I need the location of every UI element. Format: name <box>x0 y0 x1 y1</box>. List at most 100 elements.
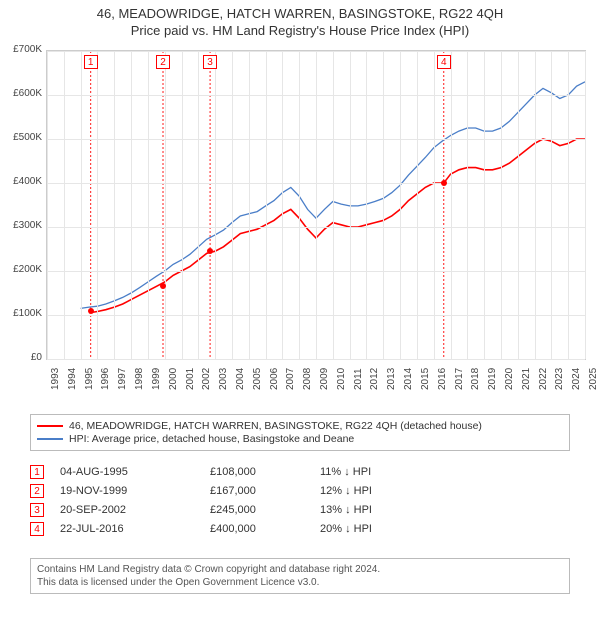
gridline-v <box>333 51 334 359</box>
event-row: 320-SEP-2002£245,00013% ↓ HPI <box>30 503 570 517</box>
event-diff: 13% ↓ HPI <box>320 504 480 516</box>
event-price: £245,000 <box>210 504 320 516</box>
gridline-h <box>47 359 585 360</box>
x-tick-label: 2014 <box>403 368 414 390</box>
marker-box: 4 <box>437 55 451 69</box>
gridline-v <box>299 51 300 359</box>
x-tick-label: 2017 <box>454 368 465 390</box>
footer-line-1: Contains HM Land Registry data © Crown c… <box>37 563 563 576</box>
event-row: 219-NOV-1999£167,00012% ↓ HPI <box>30 484 570 498</box>
y-tick-label: £400K <box>0 176 42 187</box>
y-tick-label: £500K <box>0 132 42 143</box>
gridline-v <box>383 51 384 359</box>
x-tick-label: 1997 <box>117 368 128 390</box>
titles-block: 46, MEADOWRIDGE, HATCH WARREN, BASINGSTO… <box>0 0 600 38</box>
gridline-v <box>114 51 115 359</box>
event-price: £400,000 <box>210 523 320 535</box>
x-tick-label: 2009 <box>319 368 330 390</box>
gridline-v <box>518 51 519 359</box>
event-num: 1 <box>30 465 44 479</box>
marker-box: 2 <box>156 55 170 69</box>
footer-box: Contains HM Land Registry data © Crown c… <box>30 558 570 594</box>
marker-box: 3 <box>203 55 217 69</box>
x-tick-label: 2001 <box>185 368 196 390</box>
footer-line-2: This data is licensed under the Open Gov… <box>37 576 563 589</box>
plot-area: 1 2 3 4 <box>46 50 586 360</box>
gridline-v <box>64 51 65 359</box>
x-tick-label: 2021 <box>521 368 532 390</box>
gridline-v <box>366 51 367 359</box>
x-tick-label: 1998 <box>134 368 145 390</box>
event-diff: 12% ↓ HPI <box>320 485 480 497</box>
gridline-v <box>400 51 401 359</box>
y-tick-label: £200K <box>0 264 42 275</box>
gridline-v <box>131 51 132 359</box>
gridline-v <box>198 51 199 359</box>
x-tick-label: 2016 <box>437 368 448 390</box>
y-tick-label: £100K <box>0 308 42 319</box>
y-tick-label: £700K <box>0 44 42 55</box>
x-tick-label: 1996 <box>100 368 111 390</box>
x-tick-label: 2002 <box>201 368 212 390</box>
event-diff: 20% ↓ HPI <box>320 523 480 535</box>
legend-box: 46, MEADOWRIDGE, HATCH WARREN, BASINGSTO… <box>30 414 570 451</box>
x-tick-label: 2008 <box>302 368 313 390</box>
x-tick-label: 1993 <box>50 368 61 390</box>
x-tick-label: 2005 <box>252 368 263 390</box>
gridline-v <box>535 51 536 359</box>
marker-dot <box>88 308 94 314</box>
gridline-v <box>484 51 485 359</box>
x-tick-label: 1995 <box>84 368 95 390</box>
gridline-v <box>232 51 233 359</box>
gridline-v <box>585 51 586 359</box>
gridline-v <box>350 51 351 359</box>
x-tick-label: 2003 <box>218 368 229 390</box>
event-date: 22-JUL-2016 <box>60 523 210 535</box>
x-tick-label: 2020 <box>504 368 515 390</box>
chart-stage: 1234 £0£100K£200K£300K£400K£500K£600K£70… <box>0 44 600 410</box>
x-tick-label: 2018 <box>470 368 481 390</box>
x-tick-label: 1999 <box>151 368 162 390</box>
events-table: 104-AUG-1995£108,00011% ↓ HPI219-NOV-199… <box>30 460 570 541</box>
gridline-v <box>148 51 149 359</box>
gridline-v <box>451 51 452 359</box>
x-tick-label: 2019 <box>487 368 498 390</box>
event-diff: 11% ↓ HPI <box>320 466 480 478</box>
gridline-v <box>282 51 283 359</box>
gridline-v <box>81 51 82 359</box>
x-tick-label: 2025 <box>588 368 599 390</box>
gridline-v <box>182 51 183 359</box>
gridline-v <box>434 51 435 359</box>
event-date: 19-NOV-1999 <box>60 485 210 497</box>
title-line-1: 46, MEADOWRIDGE, HATCH WARREN, BASINGSTO… <box>0 6 600 21</box>
x-tick-label: 2015 <box>420 368 431 390</box>
x-tick-label: 2006 <box>269 368 280 390</box>
legend-swatch-red <box>37 425 63 427</box>
y-tick-label: £300K <box>0 220 42 231</box>
gridline-v <box>551 51 552 359</box>
legend-entry: HPI: Average price, detached house, Basi… <box>37 433 563 445</box>
gridline-v <box>249 51 250 359</box>
event-num: 2 <box>30 484 44 498</box>
x-tick-label: 2007 <box>285 368 296 390</box>
x-tick-label: 2023 <box>554 368 565 390</box>
marker-box: 1 <box>84 55 98 69</box>
gridline-v <box>501 51 502 359</box>
gridline-v <box>467 51 468 359</box>
event-row: 4 22-JUL-2016£400,00020% ↓ HPI <box>30 522 570 536</box>
event-num: 4 <box>30 522 44 536</box>
y-tick-label: £0 <box>0 352 42 363</box>
marker-dot <box>441 180 447 186</box>
event-date: 04-AUG-1995 <box>60 466 210 478</box>
x-tick-label: 2024 <box>571 368 582 390</box>
title-line-2: Price paid vs. HM Land Registry's House … <box>0 23 600 38</box>
gridline-v <box>165 51 166 359</box>
x-tick-label: 2012 <box>369 368 380 390</box>
x-tick-label: 2011 <box>353 368 364 390</box>
gridline-v <box>568 51 569 359</box>
chart-container: 46, MEADOWRIDGE, HATCH WARREN, BASINGSTO… <box>0 0 600 620</box>
legend-label: HPI: Average price, detached house, Basi… <box>69 433 354 445</box>
legend-label: 46, MEADOWRIDGE, HATCH WARREN, BASINGSTO… <box>69 420 482 432</box>
gridline-v <box>266 51 267 359</box>
marker-dot <box>207 248 213 254</box>
